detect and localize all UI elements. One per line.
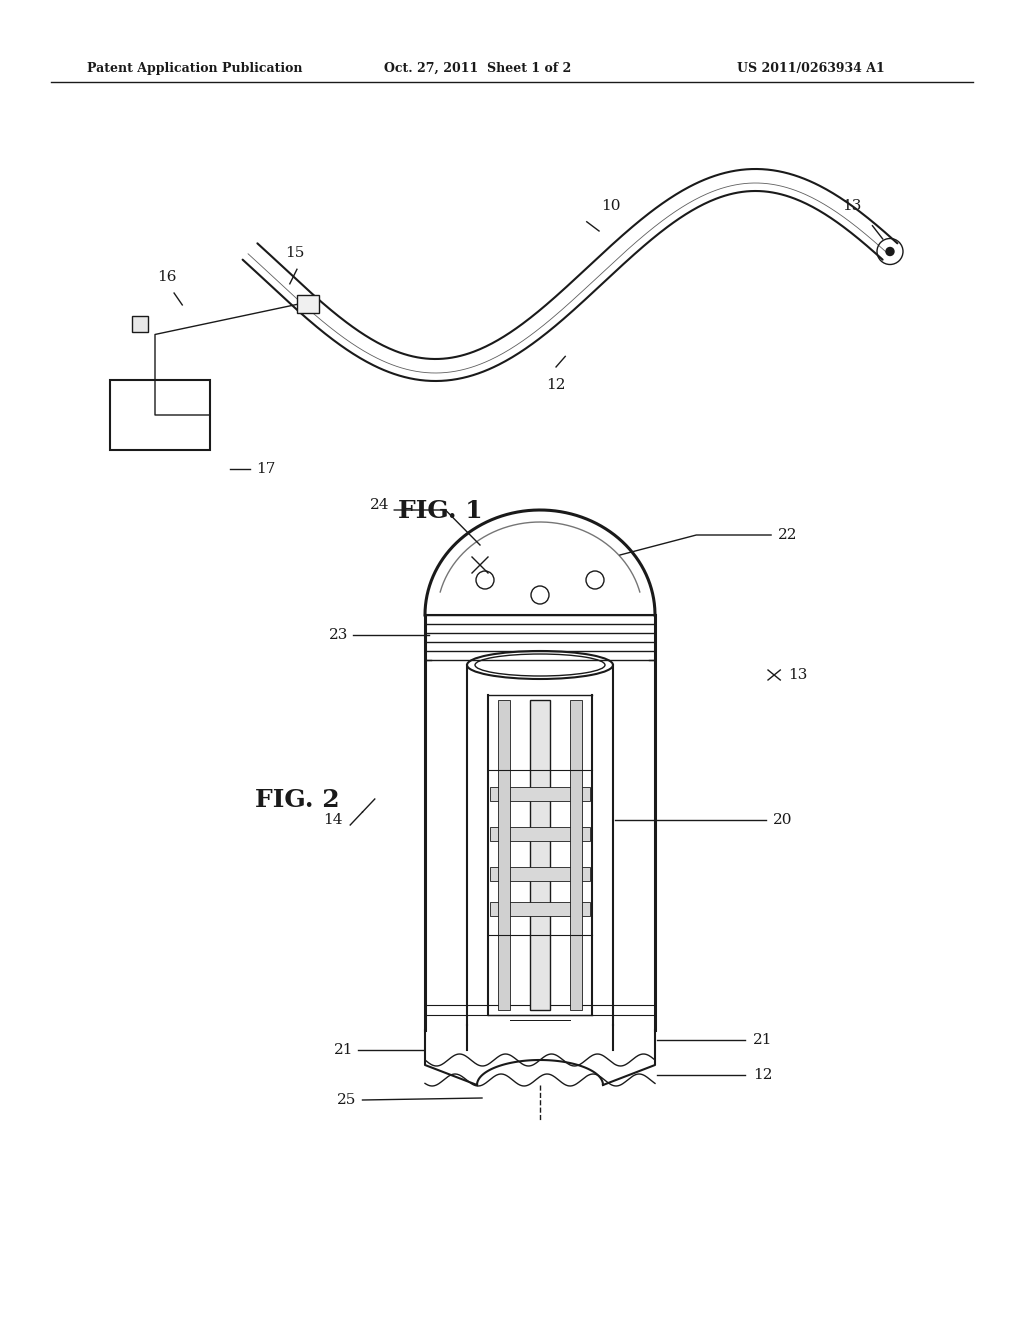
Text: 15: 15	[286, 247, 304, 260]
Circle shape	[886, 247, 894, 256]
Text: 13: 13	[788, 668, 808, 682]
Bar	[110, 380, 210, 450]
Bar	[297, 296, 318, 313]
Text: 10: 10	[601, 199, 622, 213]
Bar	[490, 787, 590, 801]
Text: 20: 20	[773, 813, 793, 828]
Text: 16: 16	[157, 271, 177, 284]
Text: 12: 12	[753, 1068, 772, 1082]
Text: 12: 12	[546, 379, 566, 392]
Bar	[490, 828, 590, 841]
Text: 22: 22	[778, 528, 798, 543]
Text: FIG. 2: FIG. 2	[255, 788, 339, 812]
Text: 24: 24	[370, 498, 389, 512]
Bar	[530, 700, 550, 1010]
Text: 23: 23	[329, 628, 348, 642]
Text: Oct. 27, 2011  Sheet 1 of 2: Oct. 27, 2011 Sheet 1 of 2	[384, 62, 571, 75]
Bar	[490, 867, 590, 880]
Text: US 2011/0263934 A1: US 2011/0263934 A1	[737, 62, 885, 75]
Bar	[132, 317, 148, 333]
Text: 21: 21	[753, 1034, 772, 1047]
Text: 13: 13	[843, 199, 861, 213]
Text: 25: 25	[337, 1093, 356, 1107]
Text: 21: 21	[334, 1043, 353, 1057]
Text: FIG. 1: FIG. 1	[398, 499, 482, 523]
Text: Patent Application Publication: Patent Application Publication	[87, 62, 302, 75]
Bar	[490, 902, 590, 916]
Text: 14: 14	[324, 813, 343, 828]
Text: 17: 17	[256, 462, 275, 475]
Bar	[570, 700, 582, 1010]
Bar	[498, 700, 510, 1010]
